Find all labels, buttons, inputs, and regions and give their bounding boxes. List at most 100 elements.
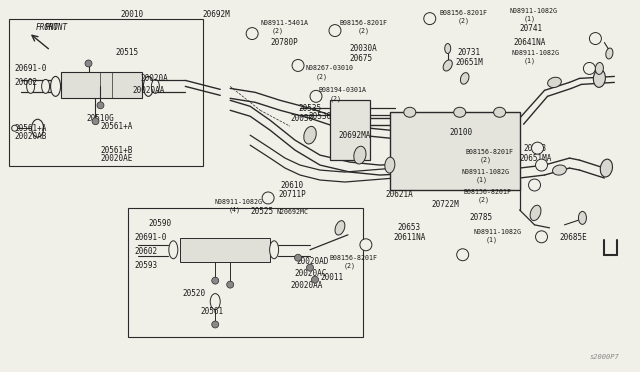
Ellipse shape (454, 107, 466, 117)
Text: 20621A: 20621A (386, 190, 413, 199)
Text: (2): (2) (330, 95, 342, 102)
Ellipse shape (27, 79, 35, 93)
Circle shape (85, 60, 92, 67)
Text: (1): (1) (486, 237, 498, 243)
Circle shape (227, 281, 234, 288)
Ellipse shape (493, 107, 506, 117)
Text: 20691-0: 20691-0 (15, 64, 47, 73)
Ellipse shape (460, 73, 469, 84)
Text: (2): (2) (272, 27, 284, 34)
Circle shape (532, 142, 543, 154)
Circle shape (294, 254, 301, 261)
Text: 20020AA: 20020AA (132, 86, 164, 95)
Circle shape (292, 60, 304, 71)
Text: 20030A: 20030A (350, 44, 378, 53)
Bar (330, 100, 370, 160)
Text: 20692MA: 20692MA (338, 131, 371, 140)
Circle shape (536, 231, 547, 243)
Text: N08911-1082G: N08911-1082G (509, 8, 557, 14)
Text: 20525: 20525 (250, 208, 273, 217)
Text: B: B (333, 28, 337, 33)
Text: N08911-1082G: N08911-1082G (461, 169, 509, 175)
Text: (1): (1) (524, 15, 536, 22)
Circle shape (12, 125, 18, 131)
Text: 20593: 20593 (134, 261, 157, 270)
Circle shape (312, 276, 319, 283)
Text: FRONT: FRONT (36, 23, 59, 32)
Text: 20733: 20733 (524, 144, 547, 153)
Circle shape (246, 28, 258, 39)
Circle shape (307, 264, 314, 271)
Ellipse shape (210, 294, 220, 310)
Text: (1): (1) (524, 57, 536, 64)
Text: 20780P: 20780P (270, 38, 298, 47)
Text: 20741: 20741 (520, 24, 543, 33)
Text: N: N (532, 183, 536, 187)
Ellipse shape (335, 221, 345, 235)
Ellipse shape (385, 157, 395, 173)
Ellipse shape (269, 241, 278, 259)
Circle shape (529, 179, 541, 191)
Text: B08156-8201F: B08156-8201F (340, 20, 388, 26)
Text: N08911-1082G: N08911-1082G (511, 49, 559, 55)
Text: B: B (461, 252, 465, 257)
Text: 20641NA: 20641NA (513, 38, 546, 47)
Text: B08194-0301A: B08194-0301A (318, 87, 366, 93)
Text: 20020AC: 20020AC (294, 269, 326, 278)
Circle shape (310, 90, 322, 102)
Text: 20561: 20561 (200, 307, 223, 316)
Text: 20722M: 20722M (432, 201, 460, 209)
Text: 20611NA: 20611NA (394, 233, 426, 242)
Circle shape (97, 102, 104, 109)
Text: B: B (428, 16, 431, 21)
Bar (129, 208, 363, 337)
Circle shape (262, 192, 274, 204)
Ellipse shape (152, 79, 159, 93)
Text: B08156-8201F: B08156-8201F (330, 255, 378, 261)
Text: 20602: 20602 (15, 78, 38, 87)
Text: 20530: 20530 (308, 112, 331, 121)
Text: 20020AB: 20020AB (15, 132, 47, 141)
Text: B08156-8201F: B08156-8201F (464, 189, 512, 195)
Text: 20561+A: 20561+A (100, 122, 133, 131)
Text: 20011: 20011 (320, 273, 343, 282)
Circle shape (92, 118, 99, 125)
Text: N08911-1082G: N08911-1082G (214, 199, 262, 205)
Text: (2): (2) (458, 17, 470, 24)
Ellipse shape (169, 241, 178, 259)
Ellipse shape (548, 77, 561, 87)
Text: s2000P7: s2000P7 (589, 355, 620, 360)
Circle shape (589, 33, 602, 45)
Text: 20610: 20610 (280, 180, 303, 189)
Ellipse shape (595, 62, 604, 74)
Text: FRONT: FRONT (45, 23, 68, 32)
Circle shape (212, 321, 219, 328)
Text: (1): (1) (476, 177, 488, 183)
Circle shape (329, 25, 341, 36)
Text: B08156-8201F: B08156-8201F (440, 10, 488, 16)
Text: N08911-5401A: N08911-5401A (260, 20, 308, 26)
Circle shape (457, 249, 468, 261)
Ellipse shape (600, 159, 612, 177)
Ellipse shape (42, 79, 49, 93)
Text: 20785: 20785 (470, 214, 493, 222)
Text: 20590: 20590 (148, 219, 172, 228)
Text: 20020AA: 20020AA (290, 281, 323, 290)
Text: 20651M: 20651M (456, 58, 483, 67)
Text: N: N (250, 31, 254, 36)
Text: (2): (2) (344, 263, 356, 269)
Text: (2): (2) (316, 73, 328, 80)
Circle shape (212, 277, 219, 284)
Ellipse shape (143, 76, 154, 96)
Text: N: N (588, 66, 591, 71)
Text: (4): (4) (228, 207, 240, 213)
Text: 20691-0: 20691-0 (134, 233, 167, 242)
Ellipse shape (606, 48, 613, 59)
Text: 20561+A: 20561+A (15, 124, 47, 133)
Text: B: B (536, 146, 540, 151)
Text: 20020AE: 20020AE (100, 154, 133, 163)
Bar (9, 19, 204, 166)
Text: B: B (314, 94, 318, 99)
Text: 20510G: 20510G (86, 114, 115, 123)
Text: 20675: 20675 (350, 54, 373, 63)
